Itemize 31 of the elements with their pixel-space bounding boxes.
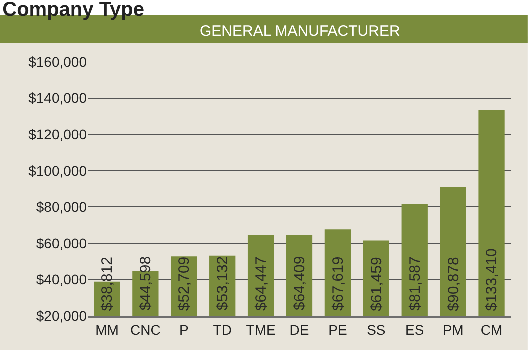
y-tick-label: $160,000: [28, 54, 88, 70]
data-label: $44,598: [138, 256, 155, 311]
data-label: $90,878: [445, 257, 462, 312]
x-tick-label: SS: [367, 322, 386, 338]
data-label: $61,459: [368, 257, 386, 312]
y-tick-label: $140,000: [28, 90, 88, 106]
y-tick-label: $60,000: [36, 235, 88, 252]
x-tick-label: PE: [328, 322, 348, 338]
x-tick-label: MM: [96, 322, 119, 338]
chart-subtitle: GENERAL MANUFACTURER: [200, 23, 400, 40]
x-tick-label: DE: [290, 322, 310, 338]
data-label: $64,447: [253, 256, 270, 312]
data-label: $133,410: [483, 248, 500, 312]
x-tick-label: CM: [480, 322, 503, 338]
data-label: $52,709: [176, 256, 194, 312]
data-label: $67,619: [330, 256, 347, 311]
x-tick-label: P: [179, 322, 189, 338]
y-tick-label: $40,000: [36, 272, 88, 288]
data-label: $64,409: [292, 256, 308, 310]
data-label: $38,812: [99, 256, 116, 312]
data-label: $53,132: [214, 256, 232, 311]
y-tick-label: $80,000: [36, 199, 88, 216]
x-tick-label: TME: [246, 322, 276, 338]
x-tick-label: CNC: [130, 322, 161, 338]
y-tick-label: $100,000: [28, 162, 88, 179]
y-tick-label: $20,000: [36, 308, 88, 324]
data-label: $81,587: [406, 256, 424, 311]
x-tick-label: ES: [406, 322, 424, 338]
x-tick-label: PM: [442, 322, 464, 338]
x-tick-label: TD: [213, 322, 232, 338]
y-tick-label: $120,000: [28, 126, 88, 142]
